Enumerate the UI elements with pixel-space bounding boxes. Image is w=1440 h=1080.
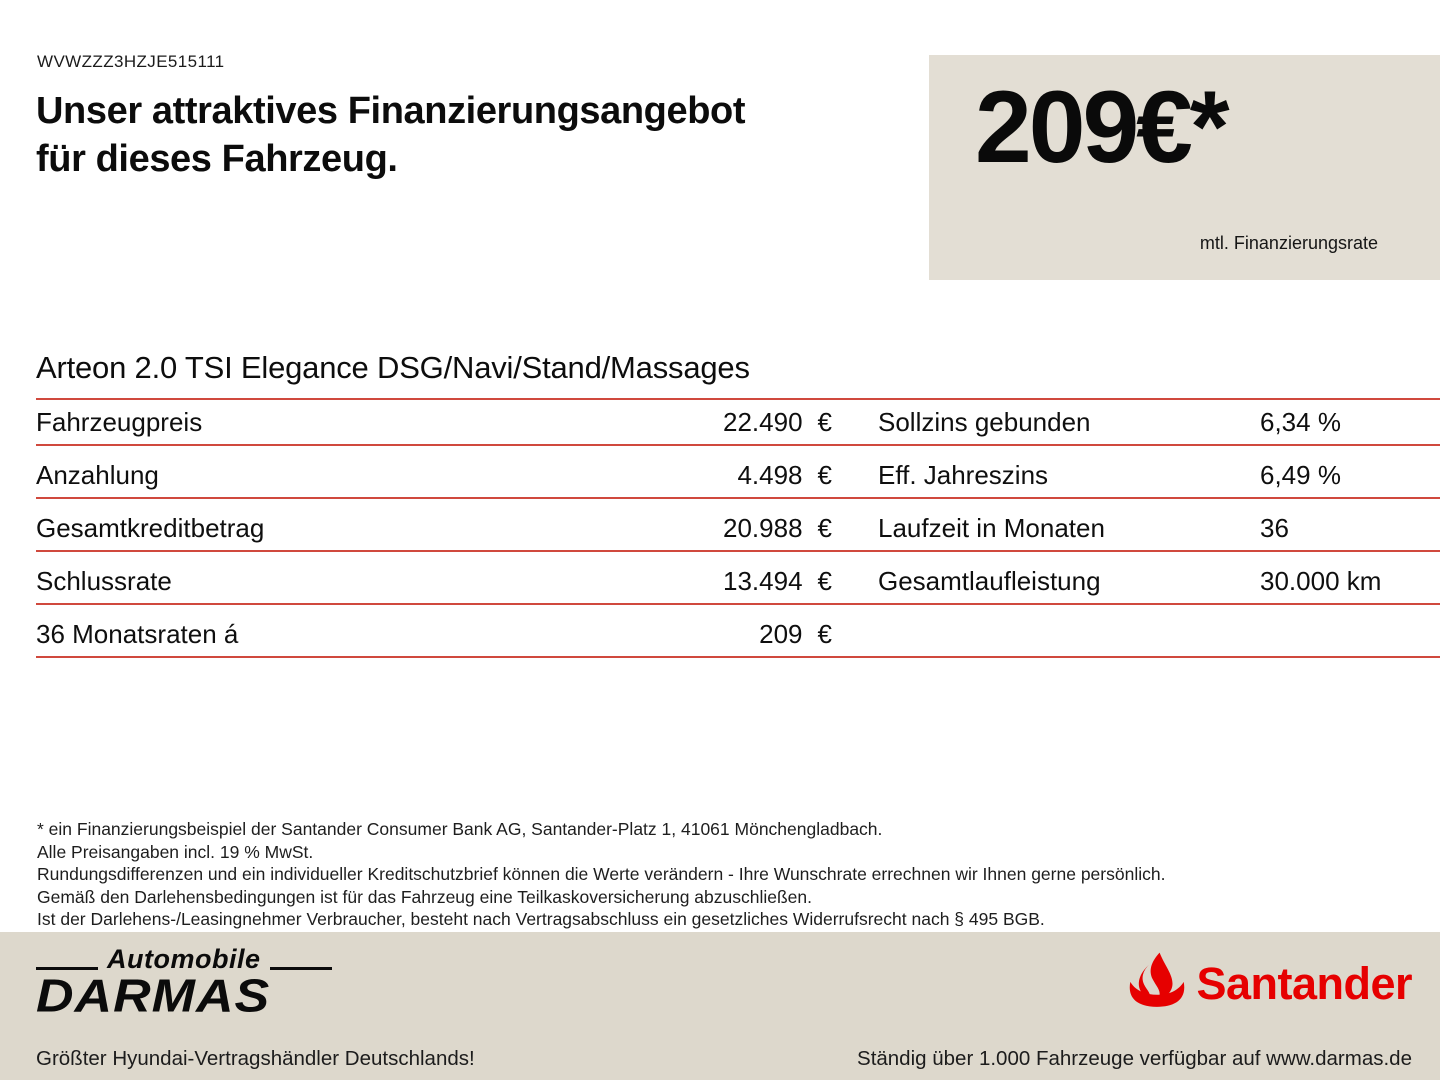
row-value-right: 36 bbox=[1260, 513, 1289, 543]
santander-wordmark: Santander bbox=[1196, 957, 1412, 1009]
disclaimer-line: Alle Preisangaben incl. 19 % MwSt. bbox=[37, 841, 314, 862]
vehicle-vin: WVWZZZ3HZJE515111 bbox=[37, 52, 225, 71]
row-value-left: 20.988 € bbox=[440, 513, 832, 544]
logo-rule-right bbox=[269, 967, 332, 970]
row-label-right: Eff. Jahreszins bbox=[878, 460, 1049, 490]
darmas-logo-top-text: Automobile bbox=[107, 944, 261, 974]
monthly-rate-box: 209€* mtl. Finanzierungsrate bbox=[929, 55, 1440, 280]
page-title: Unser attraktives Finanzierungsangebot f… bbox=[36, 88, 745, 184]
currency-unit: € bbox=[817, 619, 832, 649]
page-title-line2: für dieses Fahrzeug. bbox=[36, 137, 398, 180]
row-label-left: Schlussrate bbox=[36, 566, 172, 596]
row-value-right: 30.000 km bbox=[1260, 566, 1382, 596]
disclaimer-line: Ist der Darlehens-/Leasingnehmer Verbrau… bbox=[37, 909, 1045, 929]
row-value-left: 4.498 € bbox=[440, 460, 832, 491]
disclaimer-line: Rundungsdifferenzen und ein individuelle… bbox=[37, 864, 1166, 884]
logo-rule-left bbox=[36, 967, 98, 970]
row-label-left: Fahrzeugpreis bbox=[36, 407, 203, 437]
row-label-left: Gesamtkreditbetrag bbox=[36, 513, 265, 543]
row-label-right: Sollzins gebunden bbox=[878, 407, 1091, 437]
dealer-tagline: Größter Hyundai-Vertragshändler Deutschl… bbox=[36, 1047, 475, 1070]
row-value-left: 22.490 € bbox=[440, 407, 832, 438]
finance-table: Fahrzeugpreis 22.490 € Sollzins gebunden … bbox=[36, 399, 1440, 658]
monthly-rate-caption: mtl. Finanzierungsrate bbox=[1199, 233, 1378, 253]
disclaimer-line: * ein Finanzierungsbeispiel der Santande… bbox=[37, 819, 883, 839]
amount: 20.988 bbox=[723, 513, 803, 543]
page-title-line1: Unser attraktives Finanzierungsangebot bbox=[36, 90, 746, 132]
table-row: Fahrzeugpreis 22.490 € Sollzins gebunden … bbox=[36, 399, 1440, 446]
row-label-right: Laufzeit in Monaten bbox=[878, 513, 1105, 543]
table-row: Schlussrate 13.494 € Gesamtlaufleistung 3… bbox=[36, 552, 1440, 605]
table-row: Gesamtkreditbetrag 20.988 € Laufzeit in M… bbox=[36, 499, 1440, 552]
disclaimer-line: Gemäß den Darlehensbedingungen ist für d… bbox=[37, 886, 812, 907]
monthly-rate-amount: 209€* bbox=[975, 70, 1230, 184]
row-label-left: 36 Monatsraten á bbox=[36, 619, 239, 649]
row-label-left: Anzahlung bbox=[36, 460, 159, 490]
row-label-right: Gesamtlaufleistung bbox=[878, 566, 1101, 596]
disclaimer-block: * ein Finanzierungsbeispiel der Santande… bbox=[37, 818, 1165, 931]
amount: 22.490 bbox=[723, 407, 803, 437]
vehicle-title: Arteon 2.0 TSI Elegance DSG/Navi/Stand/M… bbox=[36, 350, 1440, 400]
santander-flame-icon bbox=[1126, 952, 1188, 1015]
currency-unit: € bbox=[817, 407, 832, 437]
footer: Automobile DARMAS Santander Größter Hyun… bbox=[0, 932, 1440, 1080]
currency-unit: € bbox=[817, 566, 832, 596]
darmas-logo: Automobile DARMAS bbox=[36, 944, 332, 1029]
table-row: Anzahlung 4.498 € Eff. Jahreszins 6,49 % bbox=[36, 446, 1440, 499]
amount: 13.494 bbox=[723, 566, 803, 596]
row-value-left: 13.494 € bbox=[440, 566, 832, 597]
row-value-right: 6,34 % bbox=[1260, 407, 1341, 437]
santander-logo: Santander bbox=[1126, 952, 1412, 1015]
currency-unit: € bbox=[817, 460, 832, 490]
amount: 209 bbox=[759, 619, 803, 649]
website-tagline: Ständig über 1.000 Fahrzeuge verfügbar a… bbox=[857, 1047, 1412, 1070]
table-row: 36 Monatsraten á 209 € bbox=[36, 605, 1440, 658]
row-value-left: 209 € bbox=[440, 619, 832, 650]
row-value-right: 6,49 % bbox=[1260, 460, 1341, 490]
darmas-logo-wordmark: DARMAS bbox=[36, 969, 271, 1023]
currency-unit: € bbox=[817, 513, 832, 543]
amount: 4.498 bbox=[737, 460, 803, 490]
